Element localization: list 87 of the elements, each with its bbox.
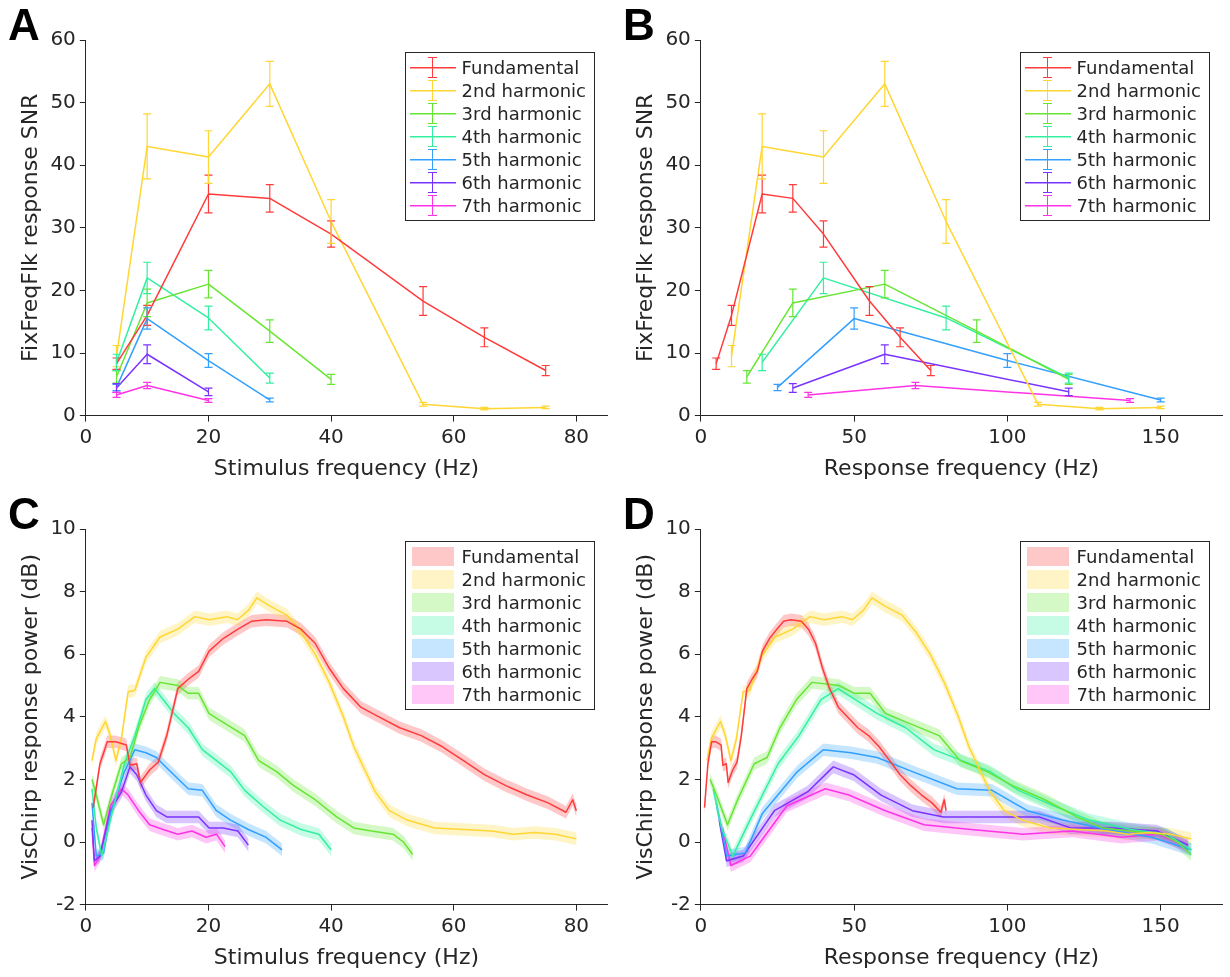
chart-title: C (8, 489, 40, 539)
legend-label: 4th harmonic (461, 614, 582, 637)
y-axis-title: VisChirp response power (dB) (16, 553, 42, 880)
x-tick-label: 20 (195, 423, 222, 448)
y-tick-label: 40 (50, 151, 76, 176)
y-tick-label: 0 (63, 828, 76, 853)
legend-label: 5th harmonic (461, 637, 582, 660)
y-tick-label: 50 (665, 88, 691, 113)
x-tick-label: 40 (318, 423, 344, 448)
y-tick-label: 60 (665, 26, 691, 51)
x-tick-label: 80 (563, 423, 590, 448)
x-tick-label: 100 (988, 423, 1027, 448)
legend-label: Fundamental (1076, 56, 1195, 79)
legend-label: Fundamental (461, 545, 580, 568)
y-tick-label: 20 (665, 276, 691, 301)
legend-label: 2nd harmonic (1076, 568, 1201, 591)
y-axis-title: FixFreqFlk response SNR (631, 93, 657, 363)
y-tick-label: 2 (678, 765, 691, 790)
y-axis-title: FixFreqFlk response SNR (16, 93, 42, 363)
chart-title: A (8, 0, 40, 50)
legend-label: 2nd harmonic (461, 79, 586, 102)
legend-label: 6th harmonic (1076, 171, 1197, 194)
y-tick-label: 10 (665, 339, 691, 364)
legend-label: 6th harmonic (461, 171, 582, 194)
x-tick-label: 0 (694, 423, 708, 448)
x-tick-label: 20 (195, 912, 222, 937)
legend-label: 3rd harmonic (1076, 102, 1197, 125)
y-tick-label: 0 (63, 401, 76, 426)
y-tick-label: 10 (50, 339, 76, 364)
y-tick-label: 6 (63, 640, 76, 665)
legend-label: Fundamental (1076, 545, 1195, 568)
y-tick-label: 50 (50, 88, 76, 113)
legend-label: 4th harmonic (1076, 614, 1197, 637)
x-tick-label: 60 (440, 423, 467, 448)
y-tick-label: 4 (63, 703, 76, 727)
legend-label: 6th harmonic (461, 660, 582, 683)
x-tick-label: 0 (694, 912, 708, 937)
y-tick-label: 0 (678, 828, 691, 853)
y-tick-label: 0 (678, 401, 691, 426)
x-axis-title: Response frequency (Hz) (823, 943, 1100, 969)
y-tick-label: 10 (665, 515, 691, 540)
legend-label: 4th harmonic (461, 125, 582, 148)
legend-label: 5th harmonic (1076, 637, 1197, 660)
y-tick-label: 30 (50, 214, 76, 238)
legend-label: 7th harmonic (461, 683, 582, 706)
y-tick-label: -2 (55, 890, 76, 915)
y-tick-label: 30 (665, 214, 691, 238)
legend-label: 2nd harmonic (461, 568, 586, 591)
y-tick-label: 20 (50, 276, 76, 301)
chart-title: D (623, 489, 655, 539)
x-axis-title: Stimulus frequency (Hz) (213, 943, 480, 969)
y-tick-label: 4 (678, 703, 691, 727)
legend-label: 2nd harmonic (1076, 79, 1201, 102)
y-tick-label: 6 (678, 640, 691, 665)
x-tick-label: 100 (988, 912, 1027, 937)
legend-label: 3rd harmonic (461, 591, 582, 614)
x-tick-label: 50 (841, 912, 867, 937)
legend-label: 3rd harmonic (1076, 591, 1197, 614)
legend-label: 3rd harmonic (461, 102, 582, 125)
point (111, 369, 122, 384)
x-tick-label: 50 (841, 423, 867, 448)
y-tick-label: 10 (50, 515, 76, 540)
legend-label: 7th harmonic (1076, 683, 1197, 706)
y-tick-label: 60 (50, 26, 76, 51)
y-tick-label: 40 (665, 151, 691, 176)
x-tick-label: 60 (440, 912, 467, 937)
chart-title: B (623, 0, 655, 50)
y-tick-label: 8 (63, 577, 76, 602)
x-axis-title: Stimulus frequency (Hz) (213, 454, 480, 480)
x-tick-label: 80 (563, 912, 590, 937)
legend-label: 7th harmonic (1076, 194, 1197, 217)
legend-label: 7th harmonic (461, 194, 582, 217)
x-tick-label: 150 (1141, 423, 1180, 448)
y-tick-label: 2 (63, 765, 76, 790)
x-tick-label: 40 (318, 912, 344, 937)
legend-label: 5th harmonic (461, 148, 582, 171)
legend-label: 6th harmonic (1076, 660, 1197, 683)
y-axis-title: VisChirp response power (dB) (631, 553, 657, 880)
y-tick-label: -2 (670, 890, 691, 915)
legend-label: 5th harmonic (1076, 148, 1197, 171)
y-tick-label: 8 (678, 577, 691, 602)
x-tick-label: 150 (1141, 912, 1180, 937)
legend-label: Fundamental (461, 56, 580, 79)
x-tick-label: 0 (79, 423, 93, 448)
legend-label: 4th harmonic (1076, 125, 1197, 148)
x-axis-title: Response frequency (Hz) (823, 454, 1100, 480)
x-tick-label: 0 (79, 912, 93, 937)
